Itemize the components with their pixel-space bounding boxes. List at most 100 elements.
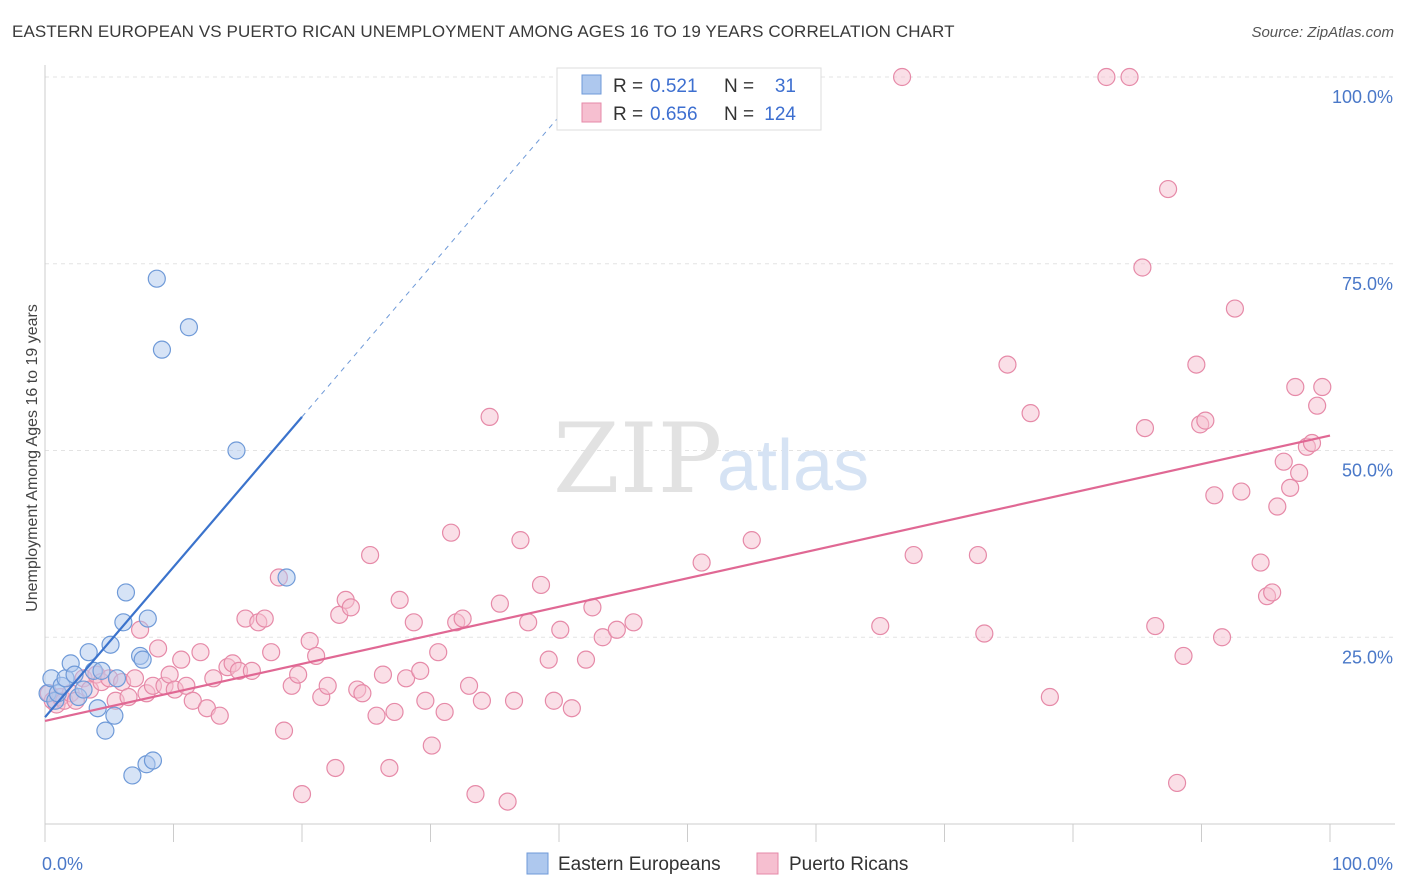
data-point (385, 702, 404, 722)
data-point (289, 665, 308, 684)
data-point (380, 758, 399, 778)
data-point (453, 609, 472, 628)
data-point (179, 318, 199, 337)
data-point (1196, 411, 1215, 430)
series-legend: Eastern Europeans Puerto Ricans (526, 852, 908, 875)
x-tick-labels: 0.0% 100.0% (42, 854, 1393, 874)
data-point (210, 706, 229, 725)
y-tick-labels: 25.0% 50.0% 75.0% 100.0% (1332, 87, 1393, 667)
data-point (341, 598, 360, 617)
data-point (551, 620, 570, 639)
data-point (1225, 299, 1245, 318)
data-point (1290, 463, 1309, 483)
data-point (1313, 377, 1332, 397)
data-point (326, 758, 345, 778)
data-point (466, 785, 485, 804)
data-point (692, 553, 711, 572)
legend-r-value: 0.521 (650, 76, 698, 97)
data-point (504, 691, 524, 710)
y-axis-label: Unemployment Among Ages 16 to 19 years (24, 304, 41, 612)
data-point (593, 628, 612, 647)
data-point (396, 669, 416, 688)
data-point (147, 269, 166, 288)
data-point (416, 691, 435, 710)
data-point (318, 676, 337, 695)
data-point (96, 721, 115, 740)
data-point (152, 340, 172, 359)
data-point (361, 545, 380, 565)
data-point (531, 575, 551, 595)
data-point (1040, 687, 1059, 707)
data-point (1205, 486, 1224, 505)
data-point (116, 583, 136, 602)
data-point (1212, 628, 1232, 647)
y-tick-label: 25.0% (1342, 647, 1393, 667)
data-point (183, 691, 202, 710)
legend-n-label: N = (724, 76, 754, 97)
data-point (1167, 773, 1187, 793)
data-point (114, 613, 133, 632)
data-point (1286, 377, 1305, 397)
trend-line-extension (301, 86, 586, 418)
trend-line (44, 434, 1331, 722)
data-point (1281, 478, 1300, 497)
data-point (968, 545, 988, 565)
x-tick-label: 0.0% (42, 854, 83, 874)
data-point (367, 706, 386, 725)
data-point (390, 590, 409, 610)
data-point (373, 665, 393, 684)
legend-n-label: N = (724, 104, 754, 125)
data-point (292, 785, 312, 804)
data-point (1251, 553, 1270, 572)
legend-r-label: R = (613, 104, 643, 125)
data-point (498, 792, 517, 811)
data-point (92, 661, 111, 680)
source-credit: Source: ZipAtlas.com (1251, 24, 1394, 41)
data-point (871, 616, 890, 636)
legend-n-value: 31 (775, 76, 796, 97)
data-point (742, 531, 761, 550)
correlation-legend: R = 0.521 N = 31 R = 0.656 N = 124 (556, 67, 822, 131)
data-point (441, 523, 461, 542)
data-point (79, 643, 98, 662)
data-point (422, 736, 441, 755)
data-point (904, 545, 923, 565)
legend-swatch-puerto-ricans (581, 102, 602, 123)
data-point (1308, 396, 1327, 415)
data-point (227, 441, 246, 460)
data-point (892, 67, 912, 87)
data-point (1232, 482, 1251, 501)
data-point (255, 609, 274, 628)
data-point (74, 680, 93, 699)
legend-r-value: 0.656 (650, 104, 698, 125)
legend-swatch-eastern-europeans (581, 74, 602, 95)
data-point (353, 684, 372, 703)
data-point (1263, 583, 1282, 602)
data-point (172, 650, 191, 669)
data-point (429, 643, 448, 662)
data-point (998, 355, 1017, 374)
data-point (490, 594, 509, 613)
data-point (1268, 497, 1287, 516)
legend-n-value: 124 (764, 104, 796, 125)
legend-label-eastern-europeans: Eastern Europeans (558, 854, 721, 875)
data-point (1120, 67, 1139, 87)
series-eastern-europeans (38, 269, 296, 785)
data-point (1146, 616, 1165, 636)
data-point (138, 609, 157, 628)
data-point (143, 751, 163, 770)
data-point (191, 643, 210, 662)
y-tick-label: 75.0% (1342, 274, 1393, 294)
data-point (262, 643, 281, 662)
data-point (107, 669, 127, 688)
data-point (1274, 452, 1293, 471)
data-point (435, 702, 454, 722)
data-point (480, 407, 499, 426)
y-tick-label: 100.0% (1332, 87, 1393, 107)
data-point (105, 706, 124, 725)
data-point (472, 691, 491, 710)
trend-line (44, 416, 303, 718)
data-point (511, 531, 530, 550)
data-point (624, 613, 643, 632)
